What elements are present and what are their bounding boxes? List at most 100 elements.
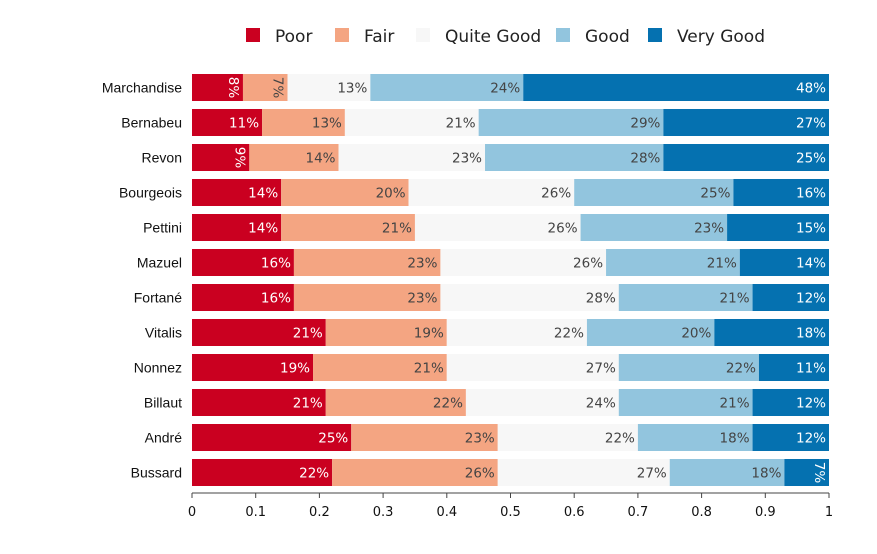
- bar-segment-good: [580, 214, 728, 241]
- x-tick-label: 1: [825, 505, 833, 520]
- x-tick-label: 0.2: [309, 505, 330, 520]
- data-label: 21%: [382, 221, 412, 237]
- bar-segment-good: [669, 459, 785, 486]
- bar-row-mazuel: Mazuel 16% 23% 26% 21% 14%: [137, 249, 829, 276]
- legend-label-quite-good: Quite Good: [445, 27, 541, 47]
- bar-segment-poor: [192, 354, 314, 381]
- x-axis: 0 0.1 0.2 0.3 0.4 0.5 0.6 0.7 0.8 0.9 1: [188, 492, 833, 520]
- bar-segment-good: [618, 284, 753, 311]
- data-label: 14%: [248, 221, 278, 237]
- data-label: 28%: [630, 151, 660, 167]
- bar-segment-poor: [192, 144, 250, 171]
- bar-row-bernabeu: Bernabeu 11% 13% 21% 29% 27%: [121, 109, 829, 136]
- bar-segment-fair: [293, 249, 441, 276]
- data-label: 14%: [796, 256, 826, 272]
- data-label: 18%: [720, 431, 750, 447]
- data-label: 9%: [231, 147, 247, 169]
- bar-segment-fair: [325, 389, 466, 416]
- bar-segment-fair: [351, 424, 498, 451]
- bar-segment-quite-good: [446, 319, 587, 346]
- legend-label-fair: Fair: [364, 27, 394, 47]
- data-label: 28%: [586, 291, 616, 307]
- bar-row-billaut: Billaut 21% 22% 24% 21% 12%: [144, 389, 829, 416]
- bar-segment-fair: [281, 214, 415, 241]
- bar-segment-good: [485, 144, 664, 171]
- bar-segment-quite-good: [414, 214, 581, 241]
- data-label: 11%: [229, 116, 259, 132]
- plot-area: Marchandise 8% 7% 13% 24% 48% Bernabeu 11% 13% 21…: [102, 74, 829, 486]
- data-label: 21%: [293, 396, 323, 412]
- bar-segment-good: [574, 179, 734, 206]
- legend-swatch-fair: [335, 28, 349, 42]
- x-tick-label: 0.8: [691, 505, 712, 520]
- bar-segment-fair: [325, 319, 447, 346]
- bar-segment-quite-good: [344, 109, 479, 136]
- data-label: 16%: [261, 291, 291, 307]
- category-label: Pettini: [143, 220, 182, 236]
- category-label: Mazuel: [137, 255, 182, 271]
- category-label: Bourgeois: [119, 185, 182, 201]
- category-label: Billaut: [144, 395, 182, 411]
- data-label: 24%: [490, 81, 520, 97]
- bar-segment-very-good: [727, 214, 829, 241]
- data-label: 13%: [312, 116, 342, 132]
- data-label: 13%: [337, 81, 367, 97]
- category-label: Bernabeu: [121, 115, 182, 131]
- bar-segment-very-good: [663, 144, 829, 171]
- bar-segment-good: [637, 424, 753, 451]
- data-label: 19%: [280, 361, 310, 377]
- bar-row-fortane: Fortané 16% 23% 28% 21% 12%: [134, 284, 829, 311]
- data-label: 26%: [573, 256, 603, 272]
- bar-row-nonnez: Nonnez 19% 21% 27% 22% 11%: [134, 354, 829, 381]
- bar-segment-fair: [281, 179, 409, 206]
- bar-segment-very-good: [663, 109, 829, 136]
- data-label: 27%: [796, 116, 826, 132]
- data-label: 21%: [293, 326, 323, 342]
- bar-row-andre: André 25% 23% 22% 18% 12%: [145, 424, 829, 451]
- x-tick-label: 0.1: [245, 505, 266, 520]
- data-label: 25%: [700, 186, 730, 202]
- data-label: 23%: [407, 291, 437, 307]
- bar-segment-poor: [192, 424, 352, 451]
- bar-segment-poor: [192, 249, 294, 276]
- bar-segment-quite-good: [338, 144, 486, 171]
- data-label: 48%: [796, 81, 826, 97]
- legend-swatch-very-good: [648, 28, 662, 42]
- data-label: 24%: [586, 396, 616, 412]
- legend-label-very-good: Very Good: [677, 27, 765, 47]
- data-label: 12%: [796, 396, 826, 412]
- legend: Poor Fair Quite Good Good Very Good: [246, 27, 765, 47]
- category-label: Bussard: [131, 465, 182, 481]
- data-label: 20%: [376, 186, 406, 202]
- x-tick-label: 0.7: [628, 505, 649, 520]
- bar-segment-very-good: [752, 284, 829, 311]
- bar-segment-quite-good: [497, 459, 670, 486]
- data-label: 21%: [720, 291, 750, 307]
- data-label: 25%: [796, 151, 826, 167]
- bar-row-marchandise: Marchandise 8% 7% 13% 24% 48%: [102, 74, 829, 101]
- category-label: Vitalis: [145, 325, 182, 341]
- bar-segment-quite-good: [446, 354, 619, 381]
- bar-segment-very-good: [714, 319, 829, 346]
- bar-segment-very-good: [523, 74, 829, 101]
- data-label: 23%: [465, 431, 495, 447]
- bar-segment-poor: [192, 389, 326, 416]
- bar-row-bourgeois: Bourgeois 14% 20% 26% 25% 16%: [119, 179, 829, 206]
- bar-segment-quite-good: [465, 389, 619, 416]
- data-label: 7%: [811, 462, 827, 484]
- x-tick-label: 0.6: [564, 505, 585, 520]
- data-label: 8%: [225, 77, 241, 99]
- bar-segment-quite-good: [497, 424, 638, 451]
- legend-label-poor: Poor: [275, 27, 312, 47]
- bar-row-vitalis: Vitalis 21% 19% 22% 20% 18%: [145, 319, 829, 346]
- bar-segment-good: [478, 109, 664, 136]
- data-label: 22%: [433, 396, 463, 412]
- bar-segment-very-good: [758, 354, 829, 381]
- x-tick-label: 0.3: [373, 505, 394, 520]
- bar-segment-very-good: [733, 179, 829, 206]
- data-label: 11%: [796, 361, 826, 377]
- bar-segment-very-good: [752, 389, 829, 416]
- bar-segment-fair: [249, 144, 339, 171]
- x-tick-label: 0.5: [500, 505, 521, 520]
